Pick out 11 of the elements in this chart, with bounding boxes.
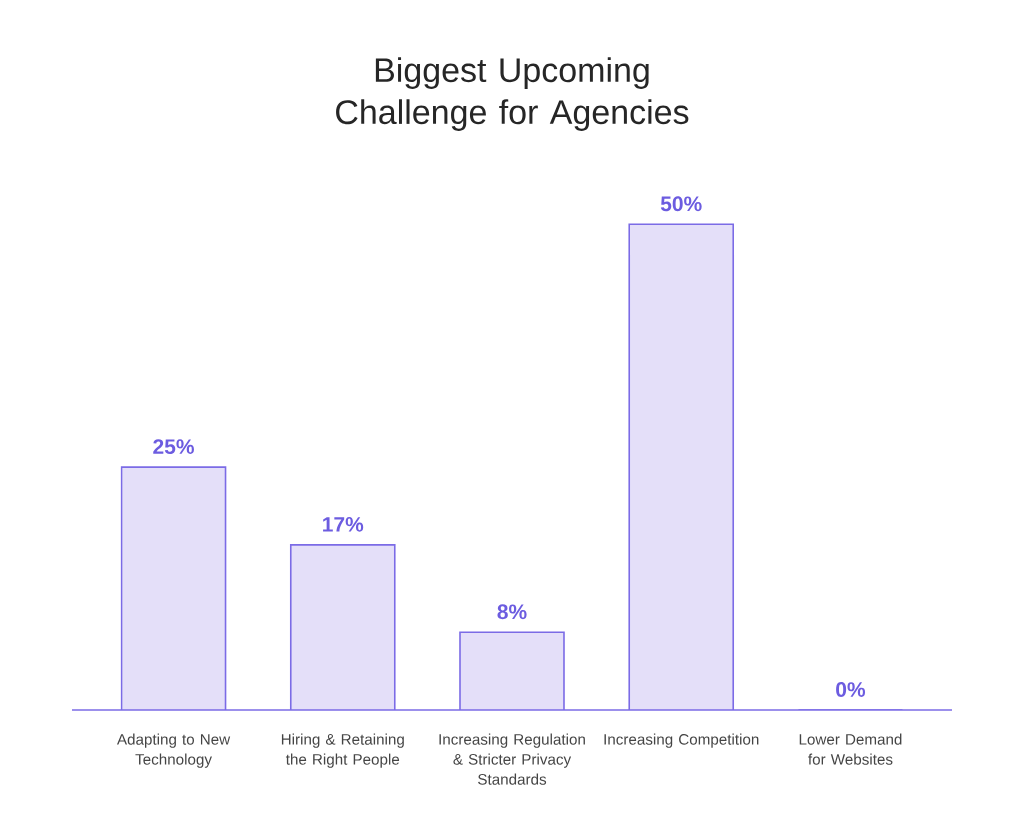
- chart-title: Biggest Upcoming Challenge for Agencies: [336, 57, 689, 131]
- x-tick-label: Increasing Competition: [604, 733, 759, 748]
- data-label: 17%: [323, 517, 364, 532]
- x-tick-label: Adapting to New Technology: [116, 733, 231, 768]
- data-label: 8%: [497, 604, 527, 620]
- data-label: 25%: [153, 439, 194, 455]
- data-label: 50%: [660, 196, 702, 212]
- x-tick-label: Increasing Regulation & Stricter Privacy Standards: [439, 733, 585, 785]
- x-tick-label: Lower Demand for Websites: [799, 733, 902, 765]
- x-tick-label: Hiring & Retaining the Right People: [281, 733, 404, 768]
- data-label: 0%: [836, 682, 866, 697]
